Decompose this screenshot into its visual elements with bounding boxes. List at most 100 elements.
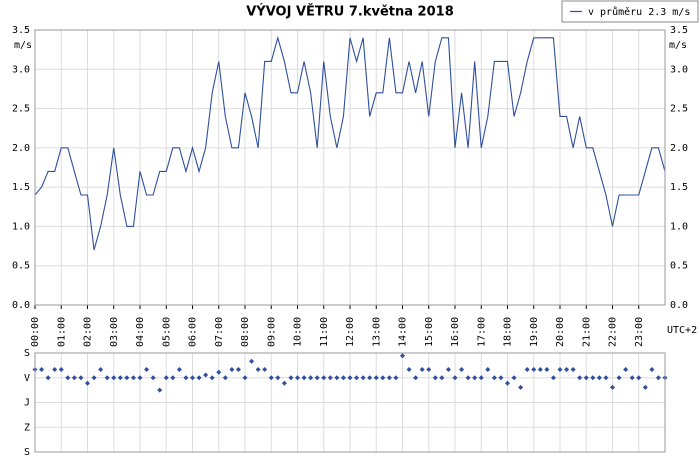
direction-point	[413, 375, 419, 381]
y-tick-label: 0.0	[12, 300, 30, 311]
y-tick-label-right: 3.5	[670, 25, 688, 36]
direction-point	[603, 375, 609, 381]
direction-point	[347, 375, 353, 381]
direction-point	[649, 367, 655, 372]
direction-point	[209, 375, 215, 381]
direction-point	[564, 367, 570, 372]
direction-point	[85, 380, 90, 386]
direction-point	[295, 375, 300, 381]
direction-point	[137, 375, 143, 381]
direction-point	[340, 375, 346, 381]
x-tick-label: 04:00	[135, 317, 146, 347]
direction-point	[636, 375, 642, 381]
direction-point	[124, 375, 130, 381]
x-tick-label: 23:00	[634, 317, 645, 347]
y-tick-label: Z	[24, 422, 30, 433]
y-tick-label: 2.5	[12, 104, 30, 115]
y-axis-label: m/s	[14, 40, 32, 51]
direction-point	[498, 375, 504, 381]
direction-point	[235, 367, 241, 372]
x-tick-label: 09:00	[266, 317, 277, 347]
y-tick-label: 1.5	[12, 182, 30, 193]
direction-point	[623, 367, 629, 372]
direction-point	[98, 367, 104, 372]
direction-point	[380, 375, 386, 381]
direction-point	[130, 375, 136, 381]
direction-point	[465, 375, 471, 381]
x-tick-label: 17:00	[476, 317, 487, 347]
x-tick-label: 06:00	[188, 317, 199, 347]
direction-point	[531, 367, 537, 372]
plot-frame	[34, 352, 666, 453]
y-tick-label: S	[24, 447, 30, 458]
x-tick-label: 21:00	[581, 317, 592, 347]
direction-point	[367, 375, 373, 381]
direction-point	[196, 375, 202, 381]
y-tick-label: 2.0	[12, 143, 30, 154]
direction-point	[445, 367, 451, 372]
direction-point	[642, 384, 648, 390]
x-tick-label: 19:00	[529, 317, 540, 347]
direction-point	[478, 375, 484, 381]
direction-point	[577, 375, 583, 381]
y-tick-label: 1.0	[12, 221, 30, 232]
direction-point	[360, 375, 366, 381]
direction-point	[255, 367, 261, 372]
direction-point	[321, 375, 327, 381]
x-tick-label: 15:00	[424, 317, 435, 347]
x-tick-label: 08:00	[240, 317, 251, 347]
direction-point	[301, 375, 307, 381]
x-tick-label: 11:00	[319, 317, 330, 347]
direction-point	[544, 367, 550, 372]
y-axis-label-right: m/s	[669, 40, 687, 51]
plot-frame	[34, 29, 666, 306]
direction-point	[308, 375, 314, 381]
direction-point	[222, 375, 228, 381]
direction-point	[426, 367, 432, 372]
x-tick-label: 05:00	[161, 317, 172, 347]
direction-point	[354, 375, 360, 381]
direction-point	[610, 384, 615, 390]
y-tick-label: 3.5	[12, 25, 30, 36]
x-tick-label: 13:00	[371, 317, 382, 347]
direction-point	[150, 375, 156, 381]
direction-point	[314, 375, 320, 381]
legend-box	[561, 0, 699, 23]
direction-point	[537, 367, 543, 372]
direction-point	[281, 380, 287, 386]
direction-point	[268, 375, 274, 381]
direction-point	[616, 375, 622, 381]
direction-point	[386, 375, 392, 381]
direction-point	[78, 375, 84, 381]
legend-label: v průměru 2.3 m/s	[588, 6, 690, 18]
direction-point	[570, 367, 576, 372]
y-tick-label: V	[24, 373, 30, 384]
y-tick-label-right: 2.0	[670, 143, 688, 154]
direction-point	[117, 375, 123, 381]
direction-point	[262, 367, 268, 372]
x-tick-label: 16:00	[450, 317, 461, 347]
y-tick-label-right: 0.0	[670, 300, 688, 311]
direction-point	[58, 367, 64, 372]
direction-point	[170, 375, 176, 381]
direction-point	[452, 375, 458, 381]
y-tick-label-right: 1.5	[670, 182, 688, 193]
direction-point	[524, 367, 530, 372]
direction-point	[393, 375, 399, 381]
direction-point	[596, 375, 602, 381]
direction-point	[275, 375, 281, 381]
direction-point	[373, 375, 379, 381]
direction-point	[439, 375, 445, 381]
direction-point	[491, 375, 497, 381]
x-tick-label: 02:00	[83, 317, 94, 347]
x-tick-label: 00:00	[30, 317, 41, 347]
direction-point	[288, 375, 294, 381]
x-tick-label: 10:00	[293, 317, 304, 347]
direction-point	[334, 375, 340, 381]
y-tick-label-right: 3.0	[670, 64, 688, 75]
x-tick-label: 18:00	[503, 317, 514, 347]
direction-point	[45, 375, 51, 381]
wind-speed-line	[34, 35, 666, 251]
y-tick-label: S	[24, 348, 30, 359]
x-tick-label: 07:00	[214, 317, 225, 347]
